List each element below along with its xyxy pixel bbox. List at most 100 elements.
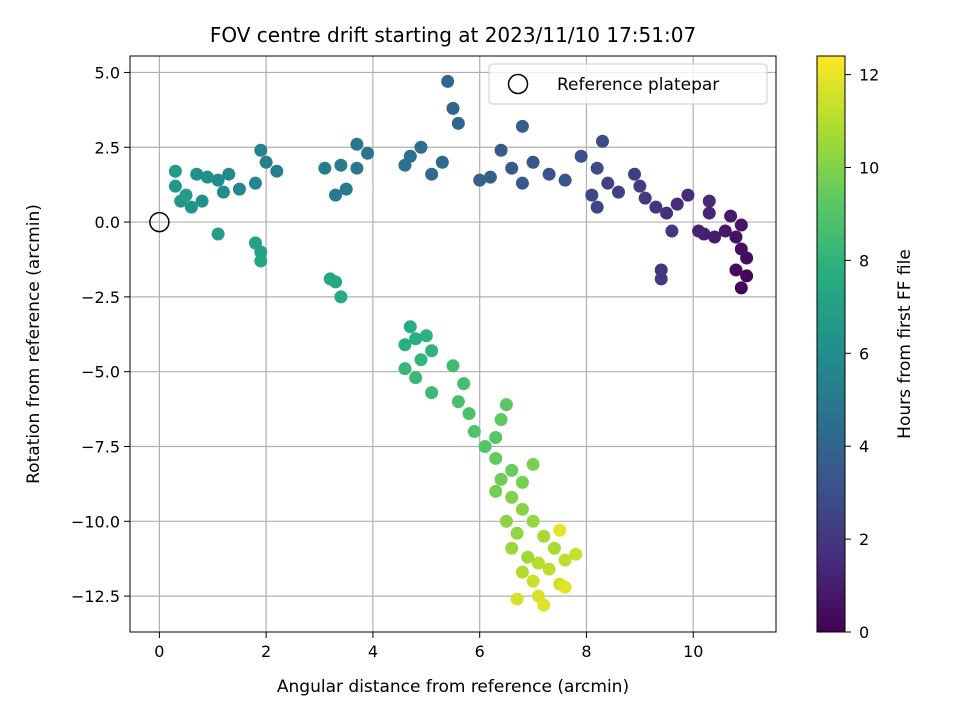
data-point bbox=[254, 143, 268, 157]
data-point bbox=[681, 188, 695, 202]
colorbar-tick-label: 6 bbox=[859, 344, 869, 363]
data-point bbox=[350, 137, 364, 151]
y-axis-label: Rotation from reference (arcmin) bbox=[24, 204, 44, 484]
x-tick-label: 2 bbox=[261, 642, 271, 661]
data-point bbox=[515, 119, 529, 133]
data-point bbox=[590, 200, 604, 214]
data-point bbox=[542, 167, 556, 181]
data-point bbox=[462, 407, 476, 421]
data-point bbox=[451, 116, 465, 130]
data-point bbox=[435, 155, 449, 169]
data-point bbox=[446, 101, 460, 115]
data-point bbox=[200, 170, 214, 184]
legend-marker bbox=[507, 73, 529, 95]
data-point bbox=[334, 158, 348, 172]
data-point bbox=[547, 541, 561, 555]
data-point bbox=[521, 550, 535, 564]
data-point bbox=[211, 173, 225, 187]
data-point bbox=[553, 523, 567, 537]
data-point bbox=[526, 574, 540, 588]
y-tick-label: 5.0 bbox=[95, 63, 120, 82]
data-point bbox=[708, 230, 722, 244]
data-point bbox=[595, 134, 609, 148]
data-point bbox=[222, 167, 236, 181]
data-point bbox=[729, 263, 743, 277]
data-point bbox=[425, 167, 439, 181]
data-point bbox=[612, 185, 626, 199]
y-tick-label: −12.5 bbox=[71, 587, 120, 606]
colorbar-tick-label: 8 bbox=[859, 251, 869, 270]
data-point bbox=[660, 206, 674, 220]
data-point bbox=[425, 386, 439, 400]
data-point bbox=[505, 541, 519, 555]
data-point bbox=[318, 161, 332, 175]
data-point bbox=[398, 158, 412, 172]
x-tick-label: 6 bbox=[475, 642, 485, 661]
data-point bbox=[350, 161, 364, 175]
data-point bbox=[329, 275, 343, 289]
data-point bbox=[414, 353, 428, 367]
data-point bbox=[585, 188, 599, 202]
data-point bbox=[414, 140, 428, 154]
data-point bbox=[248, 176, 262, 190]
data-point bbox=[259, 155, 273, 169]
data-point bbox=[446, 359, 460, 373]
data-point bbox=[665, 224, 679, 238]
data-point bbox=[638, 191, 652, 205]
data-point bbox=[526, 457, 540, 471]
data-point bbox=[558, 173, 572, 187]
x-axis-label: Angular distance from reference (arcmin) bbox=[277, 677, 629, 697]
data-point bbox=[537, 529, 551, 543]
data-point bbox=[531, 556, 545, 570]
data-point bbox=[211, 227, 225, 241]
data-point bbox=[195, 194, 209, 208]
data-point bbox=[409, 371, 423, 385]
data-point bbox=[499, 398, 513, 412]
data-point bbox=[542, 562, 556, 576]
data-point bbox=[633, 179, 647, 193]
data-point bbox=[270, 164, 284, 178]
data-point bbox=[515, 502, 529, 516]
data-point bbox=[510, 592, 524, 606]
data-point bbox=[489, 484, 503, 498]
data-point bbox=[499, 514, 513, 528]
data-point bbox=[590, 161, 604, 175]
data-point bbox=[526, 155, 540, 169]
colorbar-ticks: 0 2 4 6 8 10 12 bbox=[845, 66, 879, 642]
data-point bbox=[179, 188, 193, 202]
data-point bbox=[254, 254, 268, 268]
data-point bbox=[467, 425, 481, 439]
data-point bbox=[601, 176, 615, 190]
data-point bbox=[718, 224, 732, 238]
data-point bbox=[515, 475, 529, 489]
data-point bbox=[510, 526, 524, 540]
y-tick-label: 0.0 bbox=[95, 213, 120, 232]
data-point bbox=[398, 338, 412, 352]
data-point bbox=[628, 167, 642, 181]
data-point bbox=[232, 182, 246, 196]
colorbar-tick-label: 2 bbox=[859, 530, 869, 549]
y-tick-label: 2.5 bbox=[95, 138, 120, 157]
data-point bbox=[574, 149, 588, 163]
data-point bbox=[184, 200, 198, 214]
data-point bbox=[168, 164, 182, 178]
colorbar-gradient bbox=[816, 55, 846, 633]
data-point bbox=[649, 200, 663, 214]
x-axis-ticks: 0 2 4 6 8 10 bbox=[154, 632, 703, 661]
data-point bbox=[441, 74, 455, 88]
data-point bbox=[526, 514, 540, 528]
y-axis-ticks: 5.0 2.5 0.0 −2.5 −5.0 −7.5 −10.0 −12.5 bbox=[71, 63, 130, 606]
data-point bbox=[505, 161, 519, 175]
data-point bbox=[398, 362, 412, 376]
data-point bbox=[537, 598, 551, 612]
data-point bbox=[478, 439, 492, 453]
data-point bbox=[494, 143, 508, 157]
data-point bbox=[329, 188, 343, 202]
legend: Reference platepar bbox=[488, 63, 768, 105]
data-point bbox=[558, 580, 572, 594]
data-point bbox=[473, 173, 487, 187]
colorbar-label: Hours from first FF file bbox=[895, 249, 915, 439]
data-point bbox=[457, 377, 471, 391]
data-point bbox=[254, 245, 268, 259]
data-point bbox=[403, 320, 417, 334]
